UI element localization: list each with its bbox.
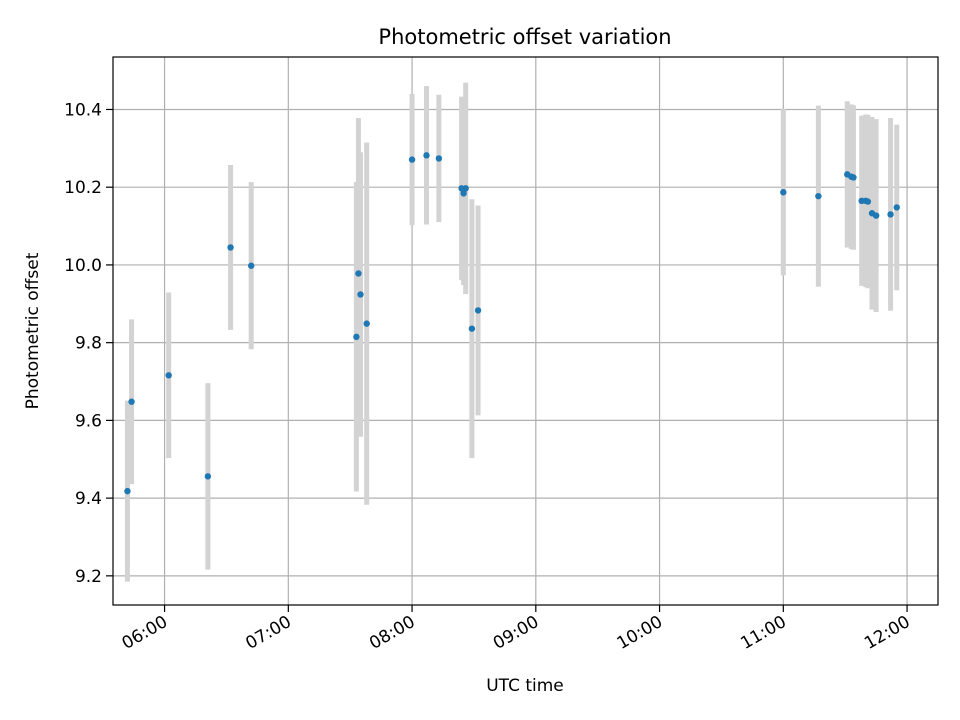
y-tick-label: 9.6 bbox=[75, 411, 102, 431]
data-point bbox=[893, 204, 900, 211]
y-axis-label: Photometric offset bbox=[23, 252, 43, 409]
data-point bbox=[887, 211, 894, 218]
data-point bbox=[353, 333, 360, 341]
data-point bbox=[474, 307, 482, 314]
data-point bbox=[435, 155, 443, 162]
y-tick-label: 10.4 bbox=[64, 100, 102, 120]
data-point bbox=[355, 270, 362, 277]
data-point bbox=[864, 198, 872, 205]
y-tick-label: 9.8 bbox=[75, 334, 102, 354]
y-tick-label: 9.2 bbox=[75, 567, 102, 587]
data-point bbox=[128, 398, 135, 405]
data-point bbox=[165, 372, 172, 379]
data-point bbox=[460, 190, 467, 197]
data-point bbox=[227, 244, 234, 251]
data-point bbox=[462, 185, 469, 192]
data-point bbox=[247, 262, 255, 269]
data-point bbox=[872, 212, 880, 219]
data-point bbox=[124, 487, 131, 495]
data-point bbox=[468, 325, 476, 332]
y-tick-label: 10.0 bbox=[64, 256, 102, 276]
x-axis-label: UTC time bbox=[486, 676, 564, 696]
data-point bbox=[815, 192, 822, 200]
data-point bbox=[408, 156, 416, 163]
data-point bbox=[204, 473, 212, 480]
data-point bbox=[363, 320, 370, 327]
y-tick-label: 10.2 bbox=[64, 178, 102, 198]
y-tick-label: 9.4 bbox=[75, 489, 102, 509]
data-point bbox=[850, 174, 857, 181]
data-point bbox=[357, 291, 364, 298]
chart-title: Photometric offset variation bbox=[378, 25, 671, 49]
data-point bbox=[780, 189, 787, 196]
plot-frame bbox=[112, 56, 939, 606]
data-point bbox=[423, 152, 430, 159]
data-points bbox=[124, 152, 900, 495]
